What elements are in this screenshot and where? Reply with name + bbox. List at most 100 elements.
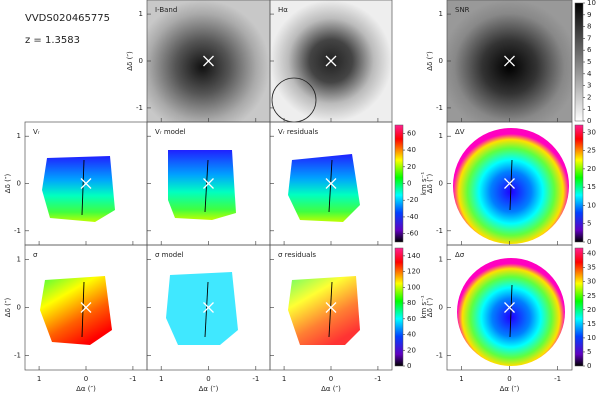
- colorbar-tick-label: 120: [407, 268, 420, 276]
- y-axis-label: Δδ (″): [426, 174, 434, 194]
- x-tick-label: -1: [374, 375, 381, 383]
- colorbar-tick-label: 20: [587, 165, 596, 173]
- y-axis-label: Δδ (″): [4, 298, 12, 318]
- colorbar-tick-label: 20: [407, 346, 416, 354]
- colorbar-tick-label: 30: [587, 128, 596, 136]
- colorbar-tick-label: 4: [587, 70, 592, 78]
- colorbar-tick-label: 60: [407, 129, 416, 137]
- y-tick-label: -1: [136, 104, 143, 112]
- colorbar-tick-label: 0: [407, 362, 411, 370]
- colorbar-tick-label: 80: [407, 299, 416, 307]
- colorbar: [394, 247, 404, 367]
- colorbar-tick-label: 15: [587, 183, 596, 191]
- panel-label: σ: [33, 251, 38, 259]
- panel-label: σ residuals: [278, 251, 316, 259]
- colorbar-tick-label: 0: [587, 117, 591, 125]
- y-tick-label: 0: [439, 304, 443, 312]
- x-axis-label: Δα (″): [321, 385, 341, 393]
- y-axis-label: Δδ (″): [4, 174, 12, 194]
- colorbar-unit: km s⁻¹: [420, 295, 428, 318]
- colorbar-tick-label: 5: [587, 58, 591, 66]
- panel-label: ΔV: [455, 128, 465, 136]
- x-tick-label: 1: [282, 375, 286, 383]
- center-marker: [325, 302, 337, 313]
- x-tick-label: -1: [554, 375, 561, 383]
- y-tick-label: -1: [14, 352, 21, 360]
- x-tick-label: 0: [329, 375, 333, 383]
- colorbar-tick-label: 60: [407, 315, 416, 323]
- colorbar-tick-label: 30: [587, 278, 596, 286]
- colorbar-tick-label: 3: [587, 82, 591, 90]
- x-axis-label: Δα (″): [500, 385, 520, 393]
- colorbar-tick-label: 7: [587, 34, 591, 42]
- y-tick-label: 1: [439, 10, 443, 18]
- colorbar-tick-label: -20: [407, 196, 418, 204]
- x-tick-label: 0: [206, 375, 210, 383]
- colorbar-tick-label: 8: [587, 23, 591, 31]
- x-axis-label: Δα (″): [199, 385, 219, 393]
- y-axis-label: Δδ (″): [426, 51, 434, 71]
- y-tick-label: 0: [139, 57, 143, 65]
- center-marker: [203, 55, 214, 67]
- colorbar-tick-label: 40: [587, 250, 596, 258]
- y-tick-label: 1: [439, 132, 443, 140]
- colorbar: [394, 124, 404, 243]
- x-tick-label: 0: [507, 375, 511, 383]
- colorbar-tick-label: 9: [587, 11, 591, 19]
- colorbar-tick-label: 5: [587, 348, 591, 356]
- y-tick-label: -1: [14, 227, 21, 235]
- y-tick-label: -1: [436, 352, 443, 360]
- center-marker: [504, 55, 515, 67]
- colorbar-tick-label: 25: [587, 292, 596, 300]
- colorbar-tick-label: 40: [407, 146, 416, 154]
- y-tick-label: 0: [17, 304, 21, 312]
- panel-label: σ model: [155, 251, 184, 259]
- colorbar-tick-label: 0: [407, 180, 411, 188]
- center-marker: [325, 178, 337, 189]
- x-axis-label: Δα (″): [76, 385, 96, 393]
- x-tick-label: -1: [252, 375, 259, 383]
- y-tick-label: 1: [439, 255, 443, 263]
- center-marker: [80, 178, 92, 189]
- center-marker: [504, 178, 515, 189]
- colorbar-tick-label: 15: [587, 320, 596, 328]
- colorbar-tick-label: 10: [587, 201, 596, 209]
- x-tick-label: -1: [129, 375, 136, 383]
- colorbar-tick-label: -60: [407, 230, 418, 238]
- center-marker: [325, 55, 337, 67]
- center-marker: [80, 302, 92, 313]
- y-tick-label: 0: [17, 180, 21, 188]
- y-tick-label: 1: [139, 10, 143, 18]
- y-tick-label: 0: [439, 57, 443, 65]
- colorbar-tick-label: 20: [407, 163, 416, 171]
- colorbar: [574, 247, 584, 367]
- colorbar-tick-label: 40: [407, 331, 416, 339]
- x-tick-label: 1: [159, 375, 163, 383]
- colorbar-tick-label: 10: [587, 0, 596, 7]
- x-tick-label: 1: [459, 375, 463, 383]
- panel-label: Vᵣ: [33, 128, 40, 136]
- colorbar-tick-label: -40: [407, 213, 418, 221]
- colorbar-tick-label: 2: [587, 93, 591, 101]
- y-tick-label: -1: [436, 227, 443, 235]
- object-name: VVDS020465775: [25, 13, 110, 24]
- colorbar-tick-label: 100: [407, 283, 420, 291]
- colorbar-tick-label: 140: [407, 252, 420, 260]
- center-marker: [203, 302, 214, 313]
- panel-label: I-Band: [155, 6, 177, 14]
- colorbar: [574, 2, 584, 122]
- colorbar-tick-label: 0: [587, 238, 591, 246]
- y-tick-label: 0: [439, 180, 443, 188]
- y-tick-label: 1: [17, 132, 21, 140]
- center-marker: [504, 302, 515, 313]
- colorbar-tick-label: 0: [587, 362, 591, 370]
- panel-label: Hα: [278, 6, 288, 14]
- y-tick-label: -1: [436, 104, 443, 112]
- y-axis-label: Δδ (″): [126, 51, 134, 71]
- colorbar-tick-label: 35: [587, 264, 596, 272]
- colorbar-tick-label: 20: [587, 306, 596, 314]
- redshift: z = 1.3583: [25, 35, 80, 46]
- panel-label: Vᵣ model: [155, 128, 186, 136]
- center-marker: [203, 178, 214, 189]
